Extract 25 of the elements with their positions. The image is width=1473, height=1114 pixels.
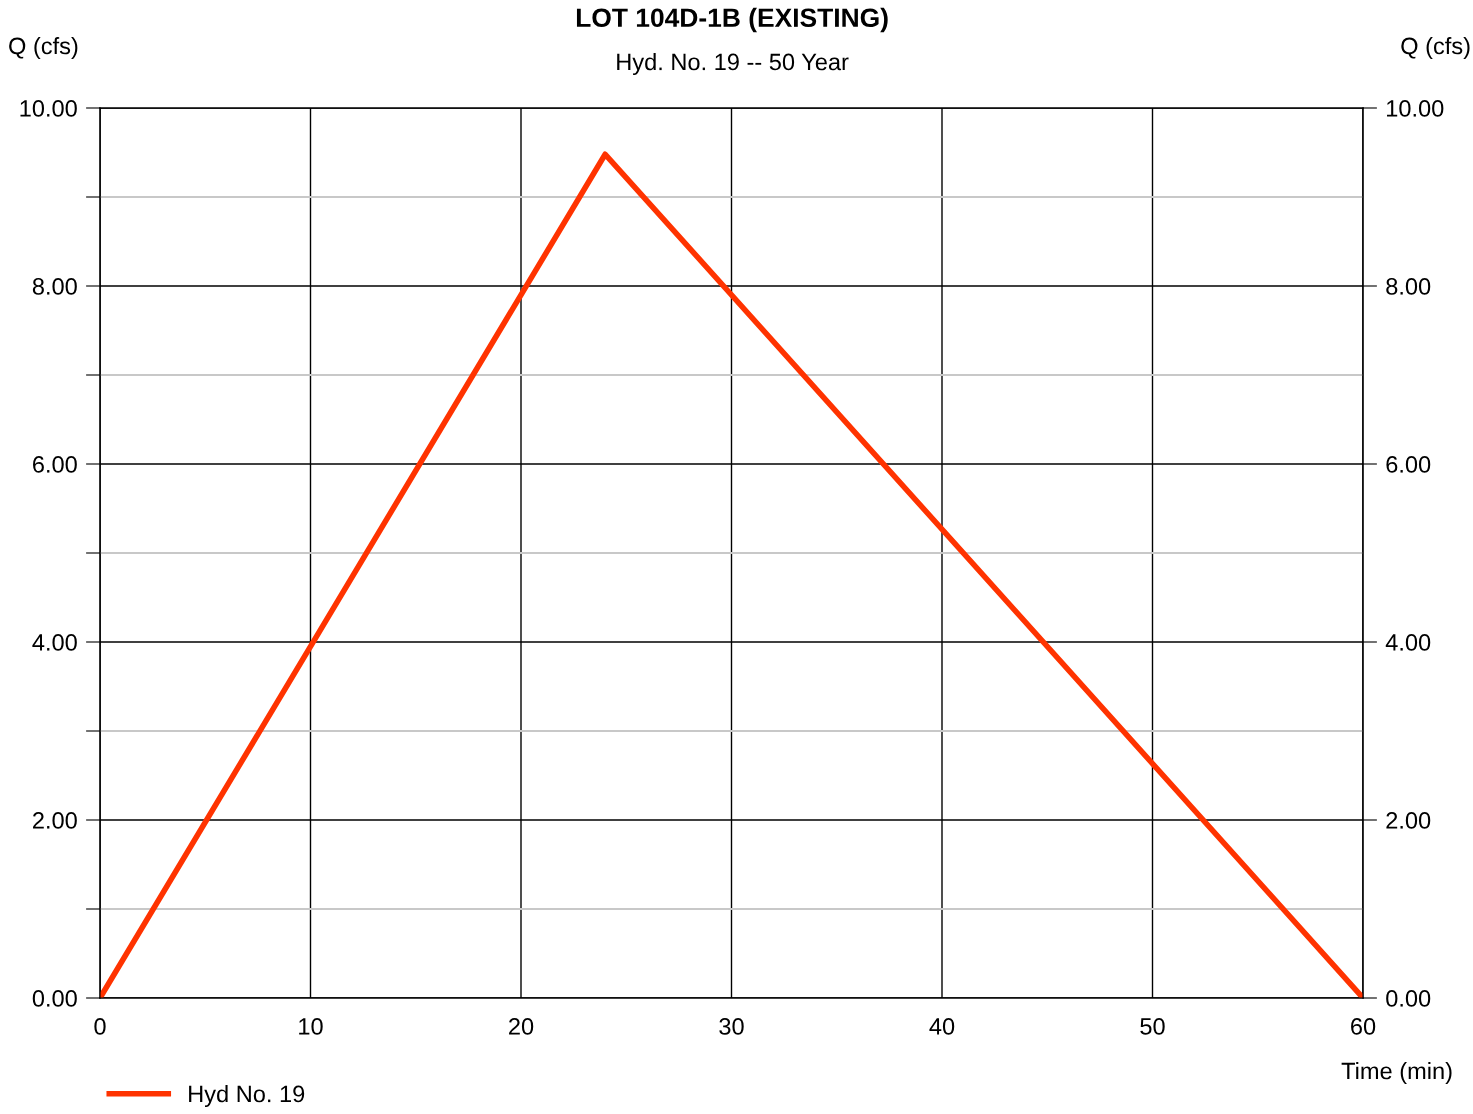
y2-tick-label: 0.00 [1386, 990, 1431, 1007]
y-tick-label: 6.00 [33, 456, 77, 473]
y2-tick-label: 4.00 [1385, 634, 1431, 651]
legend-label: Hyd No. 19 [189, 1084, 305, 1108]
y2-tick-label: 10.00 [1387, 100, 1444, 117]
x-tick-label: 30 [719, 1018, 744, 1035]
x-tick-label: 0 [94, 1018, 106, 1035]
y2-axis-title: Q (cfs) [1401, 37, 1470, 59]
x-tick-label: 20 [509, 1018, 534, 1035]
y-tick-label: 8.00 [32, 278, 77, 295]
y-tick-label: 0.00 [32, 990, 77, 1007]
chart-subtitle: Hyd. No. 19 -- 50 Year [617, 53, 849, 76]
x-tick-label: 50 [1140, 1018, 1165, 1035]
y2-tick-label: 6.00 [1386, 456, 1431, 473]
y2-tick-label: 2.00 [1386, 812, 1431, 829]
x-tick-label: 10 [299, 1018, 323, 1035]
y-tick-label: 4.00 [32, 634, 77, 651]
x-tick-label: 60 [1351, 1018, 1376, 1035]
y-tick-label: 10.00 [20, 100, 77, 117]
x-axis-title: Time (min) [1341, 1061, 1452, 1084]
y2-tick-label: 8.00 [1386, 278, 1431, 295]
chart-title: LOT 104D-1B (EXISTING) [576, 7, 888, 33]
y-tick-label: 2.00 [33, 812, 77, 829]
x-tick-label: 40 [929, 1018, 955, 1035]
y-axis-title: Q (cfs) [9, 37, 78, 59]
